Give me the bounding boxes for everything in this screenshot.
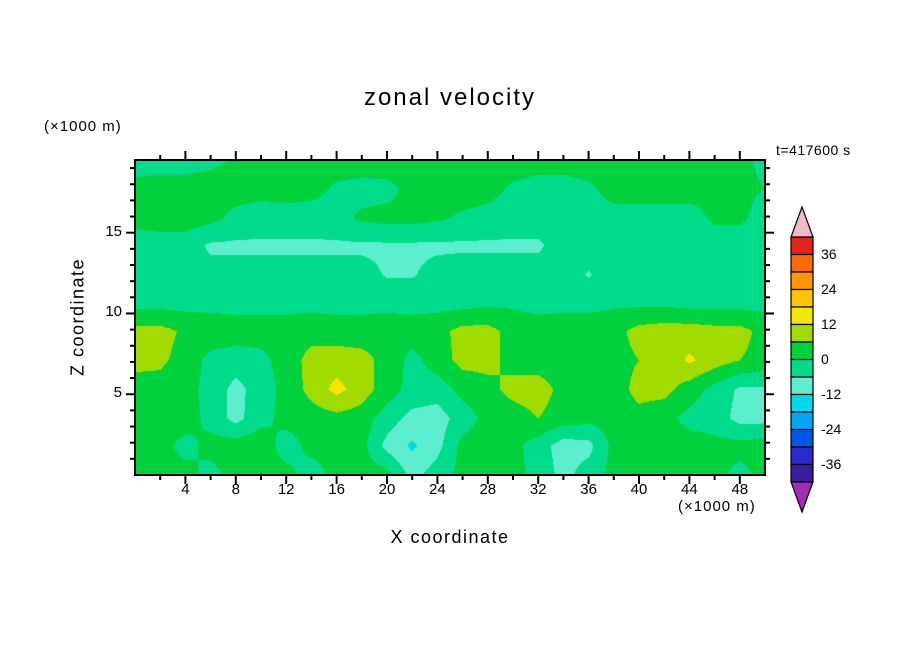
time-annotation: t=417600 s — [776, 142, 851, 158]
colorbar-segment — [790, 253, 814, 273]
colorbar-segment — [790, 306, 814, 326]
x-tick-label: 40 — [630, 481, 648, 498]
x-tick-label: 24 — [429, 481, 446, 498]
colorbar-label: -24 — [821, 420, 842, 437]
colorbar-segment — [790, 236, 814, 256]
z-tick-label: 15 — [105, 222, 122, 240]
colorbar-segment — [790, 323, 814, 343]
x-tick-label: 20 — [378, 481, 396, 498]
colorbar-label: 24 — [821, 280, 837, 297]
plot-title: zonal velocity — [363, 84, 537, 111]
colorbar-label: 0 — [821, 350, 829, 367]
z-tick-label: 10 — [105, 303, 122, 321]
colorbar-label: 12 — [821, 315, 837, 332]
colorbar-segment — [790, 446, 814, 466]
colorbar-segment — [790, 411, 814, 431]
x-axis-title: X coordinate — [390, 527, 510, 547]
x-tick-label: 44 — [681, 481, 698, 498]
x-tick-label: 8 — [231, 481, 240, 498]
colorbar-label: 36 — [821, 245, 837, 262]
colorbar-segment — [790, 341, 814, 361]
x-axis-unit-label: (×1000 m) — [678, 498, 756, 515]
x-tick-label: 48 — [731, 481, 749, 498]
colorbar-label: -36 — [821, 455, 842, 472]
z-tick-label: 5 — [113, 384, 122, 402]
x-tick-label: 32 — [529, 481, 547, 498]
colorbar-segment — [790, 428, 814, 448]
x-tick-label: 28 — [479, 481, 497, 498]
x-tick-label: 12 — [277, 481, 295, 498]
contour-field-canvas — [135, 160, 765, 475]
y-axis-title: Z coordinate — [67, 257, 88, 377]
colorbar-segment — [790, 288, 814, 308]
x-tick-label: 4 — [181, 481, 190, 498]
colorbar-arrow-top — [790, 205, 814, 238]
y-axis-unit-label: (×1000 m) — [44, 118, 122, 135]
colorbar-label: -12 — [821, 385, 842, 402]
colorbar-segment — [790, 271, 814, 291]
colorbar-segment — [790, 463, 814, 483]
colorbar-arrow-bottom — [790, 481, 814, 514]
x-tick-label: 36 — [580, 481, 597, 498]
colorbar-segment — [790, 376, 814, 396]
x-tick-label: 16 — [328, 481, 345, 498]
colorbar-segment — [790, 393, 814, 413]
colorbar-segment — [790, 358, 814, 378]
